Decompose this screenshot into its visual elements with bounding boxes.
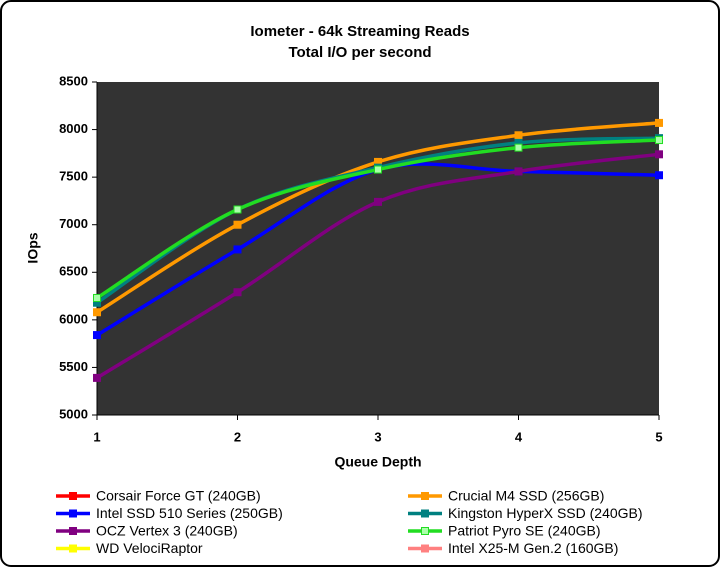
x-tick-label: 1 bbox=[93, 429, 100, 444]
point-marker bbox=[93, 293, 101, 302]
legend-marker bbox=[69, 544, 77, 553]
legend-marker bbox=[421, 527, 429, 535]
x-tick-label: 2 bbox=[234, 429, 241, 444]
legend-label: Crucial M4 SSD (256GB) bbox=[448, 488, 604, 504]
point-marker bbox=[233, 288, 242, 297]
legend-label: WD VelociRaptor bbox=[96, 540, 203, 556]
point-marker bbox=[374, 165, 382, 174]
y-tick-label: 5500 bbox=[59, 359, 88, 374]
y-tick-label: 8000 bbox=[59, 121, 88, 136]
plot-area bbox=[97, 82, 659, 415]
y-tick-label: 7500 bbox=[59, 169, 88, 184]
x-axis-label: Queue Depth bbox=[334, 454, 421, 470]
legend-label: Intel SSD 510 Series (250GB) bbox=[96, 505, 283, 521]
point-marker bbox=[93, 331, 101, 340]
point-marker bbox=[93, 373, 101, 382]
x-tick-label: 4 bbox=[515, 429, 523, 444]
point-marker bbox=[233, 220, 242, 229]
point-marker bbox=[655, 118, 663, 127]
point-marker bbox=[514, 143, 523, 152]
legend-label: Intel X25-M Gen.2 (160GB) bbox=[448, 540, 618, 556]
point-marker bbox=[514, 167, 523, 176]
x-tick-label: 5 bbox=[655, 429, 662, 444]
point-marker bbox=[93, 308, 101, 317]
chart-title: Iometer - 64k Streaming Reads bbox=[250, 23, 469, 40]
y-tick-label: 8500 bbox=[59, 73, 88, 88]
legend-marker bbox=[69, 509, 77, 518]
legend-label: Corsair Force GT (240GB) bbox=[96, 488, 261, 504]
y-tick-label: 6500 bbox=[59, 264, 88, 279]
point-marker bbox=[514, 131, 523, 140]
point-marker bbox=[374, 197, 382, 206]
point-marker bbox=[655, 136, 663, 145]
y-tick-label: 5000 bbox=[59, 406, 88, 421]
legend-marker bbox=[421, 509, 429, 518]
y-tick-label: 6000 bbox=[59, 311, 88, 326]
point-marker bbox=[655, 171, 663, 180]
chart-subtitle: Total I/O per second bbox=[288, 44, 431, 61]
legend-marker bbox=[69, 492, 77, 500]
legend-marker bbox=[421, 544, 429, 553]
legend-marker bbox=[69, 527, 77, 535]
point-marker bbox=[233, 205, 242, 214]
point-marker bbox=[655, 150, 663, 159]
legend-marker bbox=[421, 492, 429, 500]
point-marker bbox=[233, 245, 242, 254]
y-axis-label: IOps bbox=[25, 232, 41, 263]
legend-label: OCZ Vertex 3 (240GB) bbox=[96, 523, 238, 539]
legend-label: Patriot Pyro SE (240GB) bbox=[448, 523, 601, 539]
x-tick-label: 3 bbox=[374, 429, 381, 444]
legend-label: Kingston HyperX SSD (240GB) bbox=[448, 505, 643, 521]
y-tick-label: 7000 bbox=[59, 216, 88, 231]
